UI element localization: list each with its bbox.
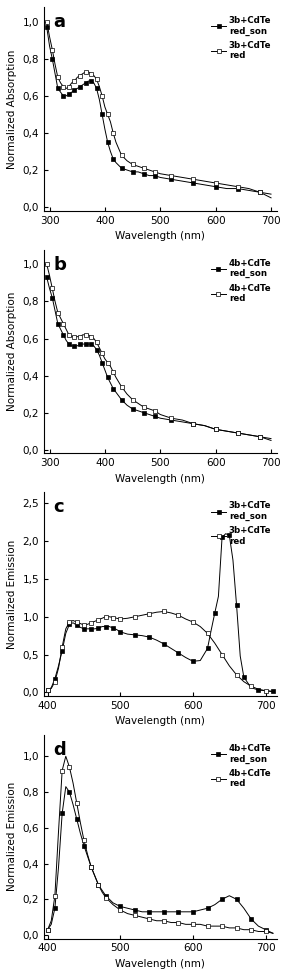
Y-axis label: Normalized Absorption: Normalized Absorption [7,292,17,411]
Legend: 4b+CdTe
red_son, 4b+CdTe
red: 4b+CdTe red_son, 4b+CdTe red [210,743,272,789]
Legend: 4b+CdTe
red_son, 4b+CdTe
red: 4b+CdTe red_son, 4b+CdTe red [210,258,272,304]
Legend: 3b+CdTe
red_son, 3b+CdTe
red: 3b+CdTe red_son, 3b+CdTe red [210,16,272,61]
X-axis label: Wavelength (nm): Wavelength (nm) [115,959,205,969]
Y-axis label: Normalized Emission: Normalized Emission [7,782,17,891]
Y-axis label: Normalized Absorption: Normalized Absorption [7,49,17,169]
Text: a: a [53,13,65,31]
X-axis label: Wavelength (nm): Wavelength (nm) [115,473,205,484]
Text: b: b [53,256,66,273]
X-axis label: Wavelength (nm): Wavelength (nm) [115,716,205,726]
Legend: 3b+CdTe
red_son, 3b+CdTe
red: 3b+CdTe red_son, 3b+CdTe red [210,501,272,547]
Text: d: d [53,741,66,759]
X-axis label: Wavelength (nm): Wavelength (nm) [115,231,205,241]
Text: c: c [53,499,64,516]
Y-axis label: Normalized Emission: Normalized Emission [7,540,17,649]
